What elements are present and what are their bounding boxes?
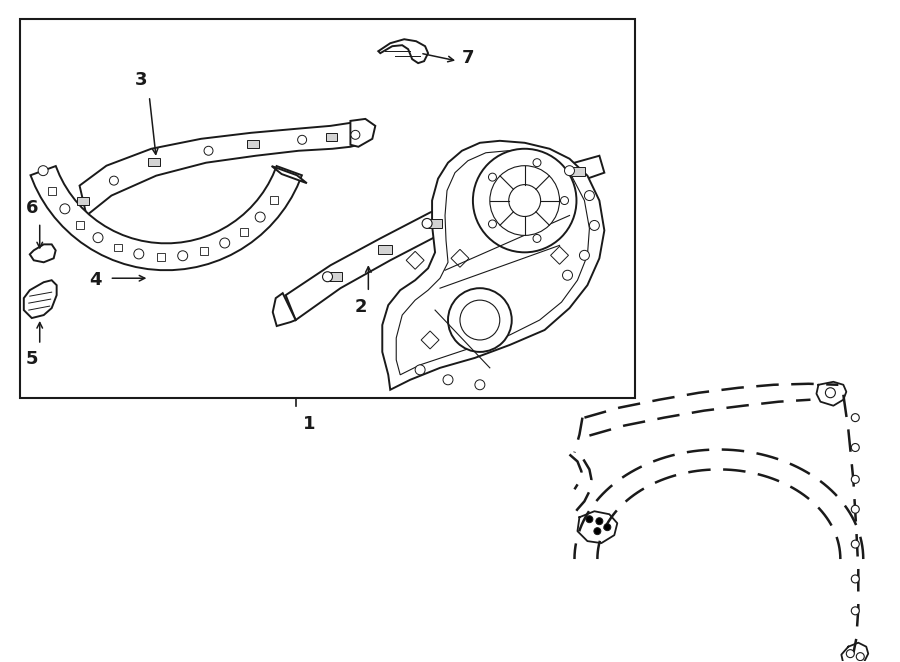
Bar (378, 245, 392, 254)
Circle shape (38, 166, 48, 175)
Circle shape (93, 232, 103, 243)
Polygon shape (396, 151, 590, 375)
Circle shape (322, 271, 332, 282)
Circle shape (298, 135, 307, 144)
Circle shape (846, 649, 854, 657)
Bar (49, 187, 57, 195)
Circle shape (580, 250, 590, 260)
Circle shape (533, 159, 541, 167)
Polygon shape (382, 141, 604, 390)
Bar (77, 197, 89, 205)
Polygon shape (421, 331, 439, 349)
Bar (270, 196, 278, 204)
Bar (113, 244, 122, 252)
Circle shape (533, 234, 541, 242)
Circle shape (584, 191, 594, 201)
Bar (76, 220, 85, 228)
Bar (428, 219, 442, 228)
Circle shape (851, 414, 860, 422)
Text: 5: 5 (25, 350, 38, 368)
Circle shape (256, 212, 266, 222)
Polygon shape (79, 121, 360, 216)
Bar (328, 272, 343, 281)
Circle shape (564, 166, 574, 175)
Bar (201, 247, 208, 255)
Bar (157, 253, 165, 261)
Bar (527, 181, 542, 189)
Circle shape (422, 218, 432, 228)
Circle shape (851, 475, 860, 483)
Circle shape (561, 197, 569, 205)
Circle shape (851, 540, 860, 548)
Circle shape (472, 149, 577, 252)
Polygon shape (285, 156, 604, 320)
Circle shape (590, 220, 599, 230)
Circle shape (489, 173, 497, 181)
Circle shape (134, 249, 144, 259)
Polygon shape (272, 166, 307, 183)
Circle shape (460, 300, 500, 340)
Circle shape (596, 518, 603, 525)
Circle shape (851, 444, 860, 451)
Circle shape (351, 130, 360, 139)
Bar (326, 133, 338, 141)
Text: 2: 2 (354, 298, 366, 316)
Text: 7: 7 (462, 49, 474, 67)
Circle shape (851, 575, 860, 583)
Circle shape (594, 528, 601, 535)
Circle shape (204, 146, 213, 156)
Circle shape (490, 166, 560, 236)
Bar (478, 198, 491, 207)
Polygon shape (378, 39, 428, 63)
Circle shape (562, 270, 572, 280)
Circle shape (448, 288, 512, 352)
Text: 4: 4 (89, 271, 102, 289)
Text: 6: 6 (25, 199, 38, 218)
Circle shape (851, 607, 860, 615)
Bar (20, 19, 635, 398)
Circle shape (586, 516, 593, 523)
Text: 3: 3 (135, 71, 148, 89)
Circle shape (110, 176, 119, 185)
Bar (239, 228, 248, 236)
Polygon shape (451, 250, 469, 267)
Circle shape (475, 380, 485, 390)
Circle shape (60, 204, 70, 214)
Circle shape (851, 505, 860, 513)
Polygon shape (551, 246, 569, 264)
Text: 1: 1 (302, 414, 315, 433)
Circle shape (825, 388, 835, 398)
Circle shape (522, 180, 532, 190)
Polygon shape (30, 244, 56, 262)
Circle shape (220, 238, 230, 248)
Circle shape (489, 220, 497, 228)
Bar (148, 158, 159, 166)
Polygon shape (350, 119, 375, 147)
Bar (248, 140, 259, 148)
Polygon shape (406, 252, 424, 269)
Polygon shape (31, 166, 302, 270)
Circle shape (443, 375, 453, 385)
Circle shape (415, 365, 425, 375)
Circle shape (856, 653, 864, 661)
Polygon shape (273, 293, 296, 326)
Bar (571, 167, 585, 176)
Circle shape (604, 524, 611, 531)
Polygon shape (23, 280, 57, 318)
Circle shape (177, 251, 188, 261)
Circle shape (508, 185, 541, 216)
